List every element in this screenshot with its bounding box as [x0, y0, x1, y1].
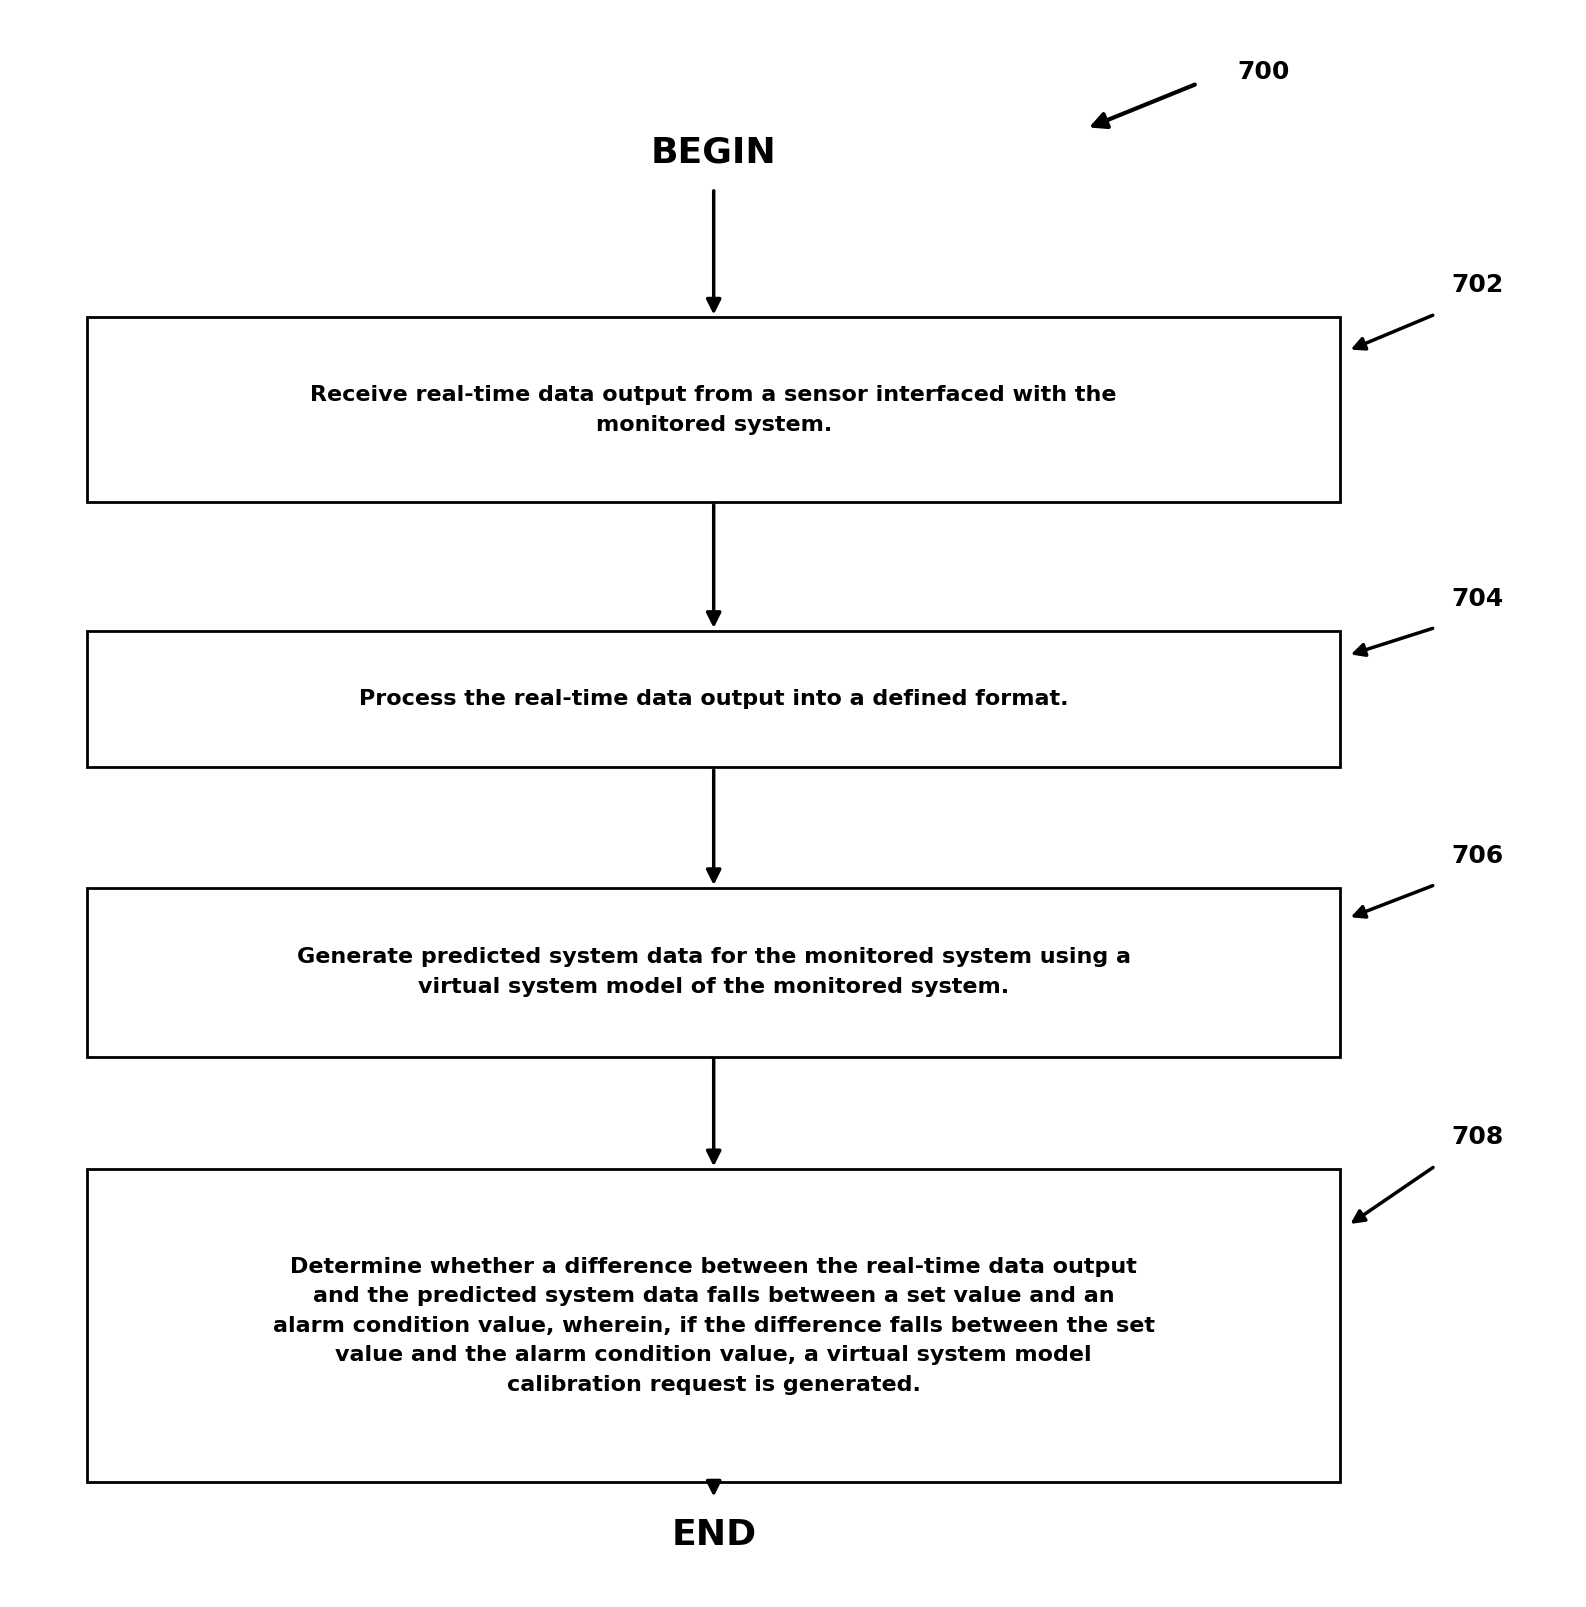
FancyBboxPatch shape	[87, 318, 1340, 501]
Text: 704: 704	[1451, 587, 1504, 611]
Text: 706: 706	[1451, 844, 1504, 868]
FancyBboxPatch shape	[87, 1170, 1340, 1482]
Text: Process the real-time data output into a defined format.: Process the real-time data output into a…	[358, 689, 1069, 709]
Text: BEGIN: BEGIN	[650, 135, 777, 170]
Text: Determine whether a difference between the real-time data output
and the predict: Determine whether a difference between t…	[273, 1257, 1155, 1395]
Text: 700: 700	[1237, 61, 1289, 84]
Text: Receive real-time data output from a sensor interfaced with the
monitored system: Receive real-time data output from a sen…	[311, 386, 1117, 434]
Text: Generate predicted system data for the monitored system using a
virtual system m: Generate predicted system data for the m…	[297, 948, 1131, 996]
Text: 702: 702	[1451, 273, 1504, 297]
FancyBboxPatch shape	[87, 632, 1340, 768]
Text: END: END	[671, 1517, 757, 1552]
Text: 708: 708	[1451, 1125, 1504, 1149]
FancyBboxPatch shape	[87, 887, 1340, 1057]
